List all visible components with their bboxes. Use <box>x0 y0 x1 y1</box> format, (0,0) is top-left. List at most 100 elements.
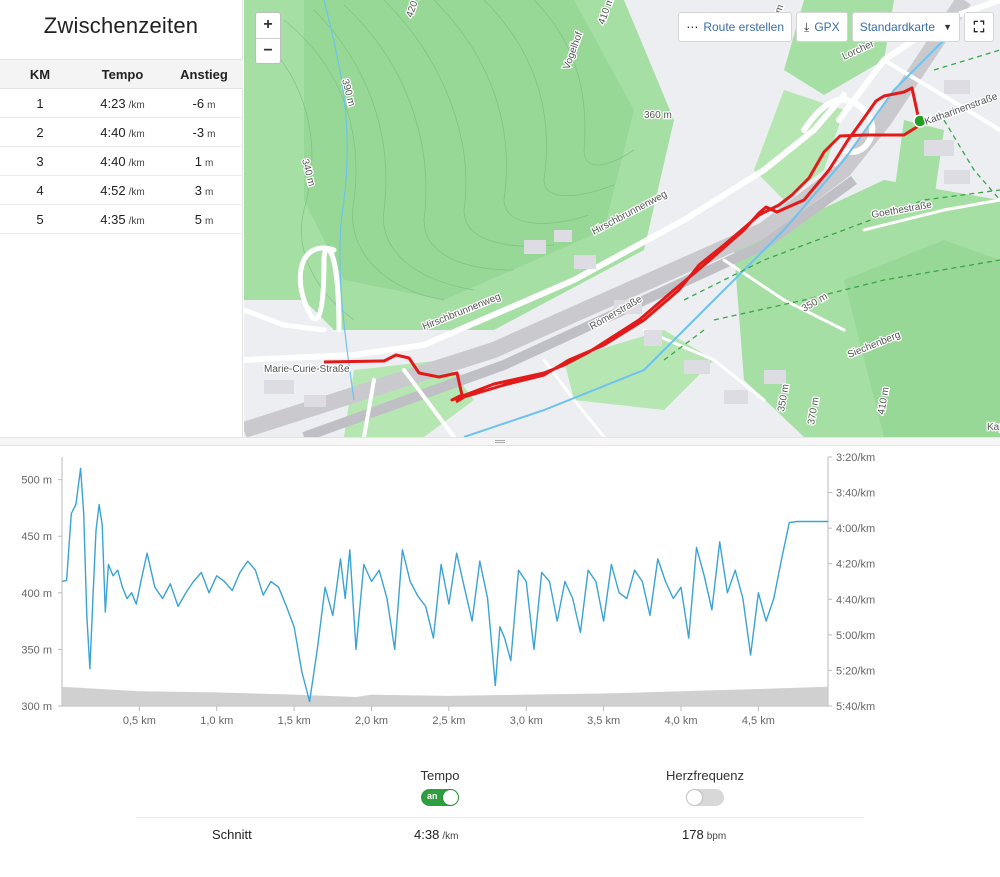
splits-panel: Zwischenzeiten KM Tempo Anstieg 1 4:23/km… <box>0 0 243 437</box>
split-tempo-unit: /km <box>128 215 145 227</box>
tempo-series-line <box>61 467 828 703</box>
y-left-tick-label: 450 m <box>21 531 52 543</box>
map-label: 360 m <box>644 110 672 121</box>
split-anstieg-value: -6 <box>192 95 205 111</box>
roads <box>244 0 1000 437</box>
split-anstieg: -6 m <box>165 88 243 118</box>
start-marker <box>913 114 927 128</box>
resize-handle[interactable] <box>0 437 1000 446</box>
x-tick-label: 2,5 km <box>432 715 465 727</box>
x-tick-label: 2,0 km <box>355 715 388 727</box>
split-anstieg-unit: m <box>204 186 214 198</box>
x-tick-label: 3,5 km <box>587 715 620 727</box>
header-tempo: Tempo <box>80 59 165 89</box>
heartrate-toggle[interactable] <box>686 789 724 806</box>
split-anstieg-value: -3 <box>192 124 205 140</box>
y-left-tick-label: 400 m <box>21 588 52 600</box>
forest-area <box>304 0 634 300</box>
split-tempo: 4:40/km <box>80 117 165 147</box>
map-type-dropdown[interactable]: Standardkarte ▼ <box>851 12 960 42</box>
map-canvas[interactable]: HirschbrunnenwegHirschbrunnenwegMarie-Cu… <box>244 0 1000 437</box>
average-hr-value: 178 <box>682 827 704 842</box>
x-tick-label: 4,5 km <box>742 715 775 727</box>
map-label: Marie-Curie-Straße <box>264 364 350 375</box>
download-icon: ⤓ <box>804 19 810 34</box>
y-left-tick-label: 500 m <box>21 475 52 487</box>
split-tempo-unit: /km <box>128 186 145 198</box>
x-tick-label: 0,5 km <box>123 715 156 727</box>
split-tempo-value: 4:52 <box>100 182 126 198</box>
splits-header-row: KM Tempo Anstieg <box>0 59 243 89</box>
map-toolbar: ⋯ Route erstellen ⤓ GPX Standardkarte ▼ … <box>678 12 994 42</box>
gpx-download-button[interactable]: ⤓ GPX <box>796 12 848 42</box>
gpx-label: GPX <box>814 20 840 34</box>
split-tempo: 4:40/km <box>80 146 165 176</box>
x-tick-label: 4,0 km <box>664 715 697 727</box>
stream <box>323 0 355 401</box>
split-tempo-unit: /km <box>128 157 145 169</box>
split-row: 5 4:35/km 5 m <box>0 204 243 234</box>
legend-heartrate: Herzfrequenz <box>655 768 755 809</box>
activity-top-panel: Zwischenzeiten KM Tempo Anstieg 1 4:23/km… <box>0 0 1000 437</box>
header-anstieg: Anstieg <box>165 59 243 89</box>
split-anstieg-unit: m <box>207 128 216 140</box>
split-anstieg-unit: m <box>204 157 214 169</box>
route-map[interactable]: Hirschbrunnenweg Hirschbrunnenweg Marie-Cu… <box>244 0 1000 437</box>
toggle-knob <box>443 790 458 805</box>
split-row: 3 4:40/km 1 m <box>0 146 243 176</box>
fullscreen-icon: ⛶ <box>973 18 985 36</box>
split-km: 5 <box>0 204 80 234</box>
average-tempo-value: 4:38 <box>414 827 440 842</box>
chart-canvas: 500 m 450 m 400 m 350 m 300 m 3:20/km 3:40/km 4… <box>21 452 875 727</box>
zoom-in-button[interactable]: + <box>263 16 273 33</box>
split-km: 4 <box>0 175 80 205</box>
y-right-tick-label: 4:40/km <box>836 594 875 606</box>
y-left-tick-label: 300 m <box>21 701 52 713</box>
split-km: 2 <box>0 117 80 147</box>
x-tick-label: 1,0 km <box>200 715 233 727</box>
divider-line <box>136 817 864 818</box>
elevation-area <box>62 686 828 706</box>
split-tempo: 4:52/km <box>80 175 165 205</box>
forest-area <box>564 330 714 410</box>
grip-icon <box>495 440 505 443</box>
split-tempo-unit: /km <box>128 128 145 140</box>
split-anstieg-value: 5 <box>194 211 202 227</box>
split-tempo-value: 4:23 <box>100 95 126 111</box>
tempo-toggle[interactable]: an <box>421 789 459 806</box>
legend-tempo-label: Tempo <box>420 768 460 783</box>
forest-area <box>844 240 1000 437</box>
pace-elevation-chart: 500 m 450 m 400 m 350 m 300 m 3:20/km 3:40/km 4… <box>0 447 1000 737</box>
split-row: 1 4:23/km -6 m <box>0 88 243 118</box>
split-km: 1 <box>0 88 80 118</box>
legend-tempo: Tempo an <box>419 768 461 809</box>
split-anstieg-value: 3 <box>194 182 202 198</box>
split-tempo-value: 4:40 <box>100 124 126 140</box>
average-tempo-unit: /km <box>442 831 459 842</box>
y-right-tick-label: 3:40/km <box>836 488 875 500</box>
footpaths <box>663 49 1000 361</box>
y-right-tick-label: 5:20/km <box>836 665 875 677</box>
y-right-tick-label: 4:20/km <box>836 559 875 571</box>
split-anstieg-unit: m <box>204 215 214 227</box>
legend-hr-label: Herzfrequenz <box>665 768 745 783</box>
forest-area <box>894 120 944 200</box>
zoom-out-button[interactable]: − <box>256 38 280 63</box>
y-right-tick-label: 5:40/km <box>836 701 875 713</box>
split-tempo-value: 4:35 <box>100 211 126 227</box>
contour-lines <box>263 0 635 321</box>
zoom-control: + − <box>255 12 281 64</box>
average-label: Schnitt <box>212 827 252 842</box>
fullscreen-button[interactable]: ⛶ <box>964 12 994 42</box>
split-row: 2 4:40/km -3 m <box>0 117 243 147</box>
y-right-tick-label: 4:00/km <box>836 523 875 535</box>
map-label: Kap <box>987 422 1000 433</box>
route-icon: ⋯ <box>686 20 699 34</box>
toggle-knob <box>687 790 702 805</box>
create-route-button[interactable]: ⋯ Route erstellen <box>678 12 793 42</box>
splits-title: Zwischenzeiten <box>43 13 199 38</box>
x-tick-label: 1,5 km <box>278 715 311 727</box>
